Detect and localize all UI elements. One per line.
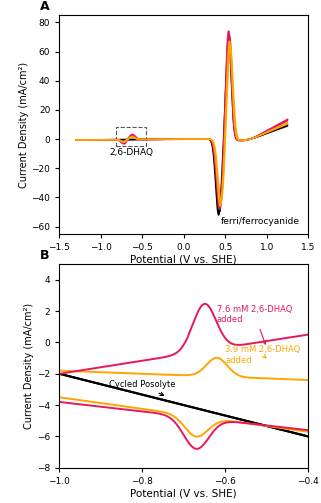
Y-axis label: Current Density (mA/cm²): Current Density (mA/cm²): [24, 303, 34, 429]
X-axis label: Potential (V vs. SHE): Potential (V vs. SHE): [130, 255, 237, 265]
Y-axis label: Current Density (mA/cm²): Current Density (mA/cm²): [19, 61, 29, 188]
Text: 2,6-DHAQ: 2,6-DHAQ: [109, 148, 153, 157]
Text: A: A: [39, 0, 49, 13]
Text: ferri/ferrocyanide: ferri/ferrocyanide: [221, 217, 300, 226]
Text: 7.6 mM 2,6-DHAQ
added: 7.6 mM 2,6-DHAQ added: [217, 304, 292, 344]
Text: Cycled Posolyte: Cycled Posolyte: [109, 380, 176, 395]
X-axis label: Potential (V vs. SHE): Potential (V vs. SHE): [130, 488, 237, 498]
Text: B: B: [39, 249, 49, 262]
Bar: [116, 127, 146, 146]
Text: 3.9 mM 2,6-DHAQ
added: 3.9 mM 2,6-DHAQ added: [225, 345, 300, 365]
